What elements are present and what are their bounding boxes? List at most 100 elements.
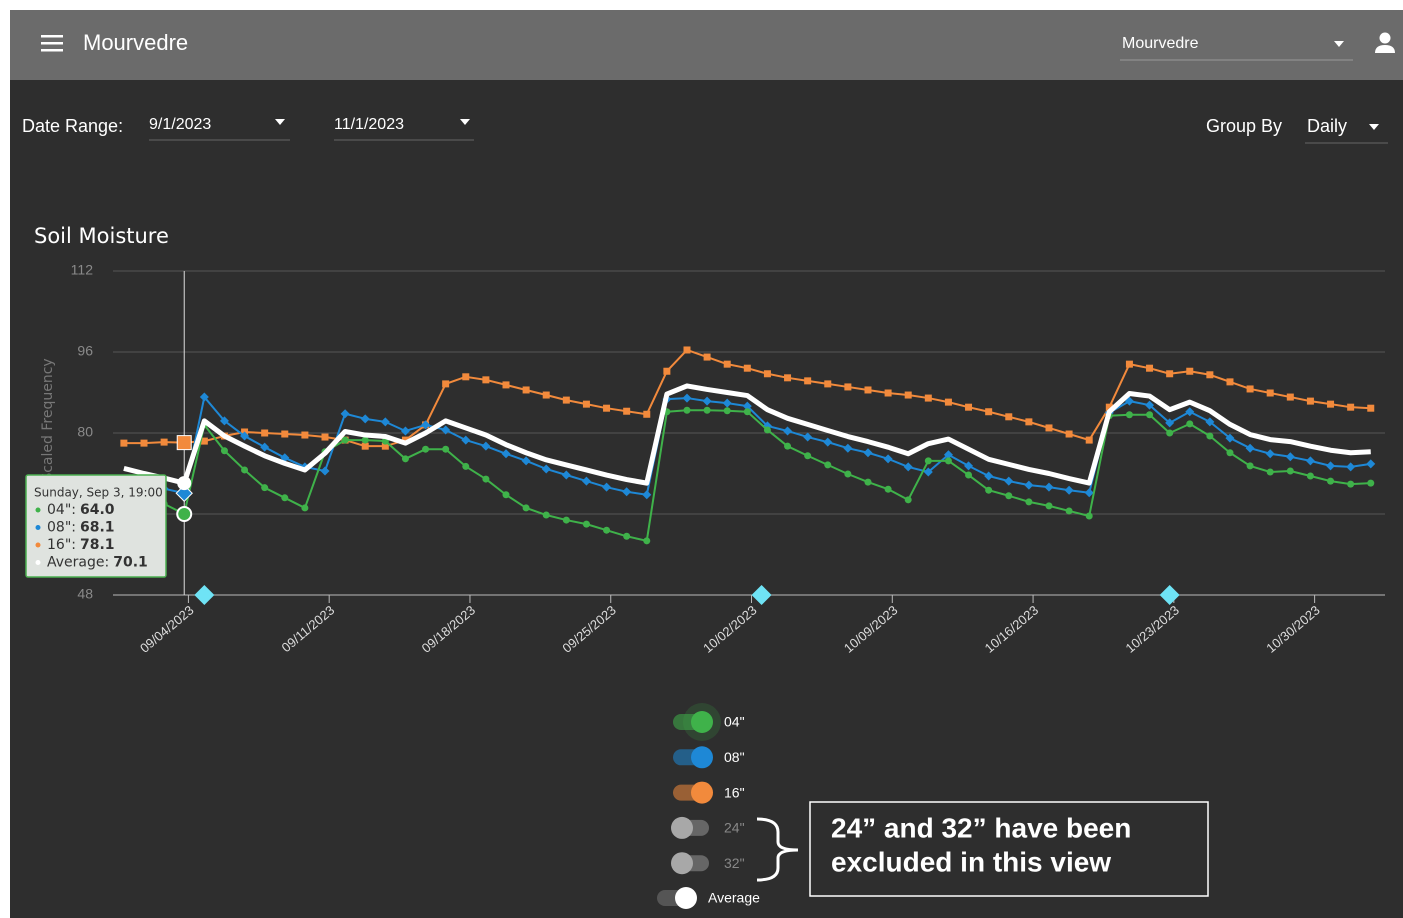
- tooltip-dot: [35, 542, 41, 548]
- menu-icon[interactable]: [41, 35, 63, 52]
- legend-toggle[interactable]: 16": [673, 781, 745, 804]
- toggle-knob: [691, 781, 713, 804]
- data-point: [804, 377, 812, 385]
- data-point: [1265, 449, 1275, 459]
- data-point: [844, 383, 852, 391]
- data-point: [603, 404, 611, 412]
- end-date-select[interactable]: 11/1/2023: [334, 116, 474, 141]
- legend-toggle[interactable]: 24": [671, 816, 745, 839]
- start-date: 9/1/2023: [149, 116, 211, 133]
- data-point: [442, 445, 450, 453]
- data-point: [1045, 424, 1053, 432]
- data-point: [581, 476, 591, 486]
- group-by-value: Daily: [1307, 116, 1347, 136]
- data-point: [1085, 436, 1093, 444]
- dropdown-arrow: [1369, 124, 1379, 130]
- legend-label: Average: [708, 890, 760, 906]
- data-point: [360, 414, 370, 424]
- data-point: [884, 389, 892, 397]
- data-point: [1366, 459, 1376, 469]
- menu-line: [41, 49, 63, 52]
- data-point: [582, 520, 590, 528]
- group-by-label: Group By: [1206, 116, 1282, 136]
- data-point: [1306, 472, 1314, 480]
- data-point: [864, 478, 872, 486]
- data-point: [622, 487, 632, 497]
- data-point: [281, 430, 289, 438]
- callout-box: [809, 801, 1209, 897]
- data-point: [562, 396, 570, 404]
- data-point: [542, 511, 550, 519]
- data-point: [120, 439, 128, 447]
- data-point: [175, 484, 193, 502]
- y-tick-label: 80: [77, 424, 93, 440]
- tooltip-label: 16":: [47, 537, 76, 553]
- data-point: [643, 537, 651, 545]
- legend-toggle[interactable]: 08": [673, 746, 745, 769]
- toggle-knob: [671, 816, 693, 839]
- event-marker[interactable]: [751, 585, 772, 605]
- legend-toggle[interactable]: 32": [671, 852, 745, 875]
- data-point: [1326, 461, 1336, 471]
- legend-label: 32": [724, 855, 745, 871]
- data-point: [763, 370, 771, 378]
- data-point: [422, 445, 430, 453]
- data-point: [1226, 449, 1234, 457]
- data-point: [642, 490, 652, 500]
- data-point: [160, 438, 168, 446]
- user-head: [1379, 32, 1391, 44]
- data-point: [602, 482, 612, 492]
- vineyard-select[interactable]: Mourvedre: [1120, 35, 1353, 61]
- data-point: [722, 398, 732, 408]
- data-point: [783, 426, 793, 436]
- data-point: [1206, 371, 1214, 379]
- toggle-knob: [675, 887, 697, 909]
- data-point: [763, 426, 771, 434]
- legend-toggle[interactable]: 04": [673, 703, 745, 741]
- vineyard-select-value: Mourvedre: [1122, 35, 1199, 52]
- data-point: [784, 374, 792, 382]
- data-point: [1246, 462, 1254, 470]
- data-point: [603, 526, 611, 534]
- toggle-knob: [671, 852, 693, 875]
- data-point: [400, 426, 410, 436]
- data-point: [1005, 413, 1013, 421]
- data-point: [522, 504, 530, 512]
- start-date-select[interactable]: 9/1/2023: [149, 116, 290, 141]
- data-point: [703, 406, 711, 414]
- data-point: [964, 461, 974, 471]
- data-point: [1266, 468, 1274, 476]
- data-point: [200, 437, 208, 445]
- data-point: [1186, 367, 1194, 375]
- data-point: [542, 391, 550, 399]
- data-point: [421, 420, 431, 430]
- tooltip-label: Average:: [47, 555, 109, 571]
- data-point: [824, 461, 832, 469]
- callout-line: excluded in this view: [831, 846, 1111, 877]
- user-icon[interactable]: [1375, 32, 1395, 54]
- legend-toggle[interactable]: Average: [657, 887, 760, 909]
- event-marker[interactable]: [1159, 585, 1180, 605]
- tooltip-dot: [35, 525, 41, 530]
- callout-line: 24” and 32” have been: [831, 812, 1131, 843]
- legend-label: 04": [724, 714, 745, 730]
- y-tick-label: 96: [77, 343, 93, 359]
- data-point: [1246, 385, 1254, 393]
- data-point: [1185, 407, 1195, 417]
- data-point: [803, 432, 813, 442]
- data-point: [501, 449, 511, 459]
- event-marker[interactable]: [194, 585, 215, 605]
- tooltip-value: 64.0: [80, 502, 115, 518]
- data-point: [784, 442, 792, 450]
- data-point: [219, 416, 229, 426]
- data-point: [1004, 476, 1014, 486]
- data-point: [944, 457, 952, 465]
- data-point: [623, 407, 631, 415]
- group-by-select[interactable]: Daily: [1305, 116, 1388, 144]
- data-point: [1084, 488, 1094, 498]
- data-point: [1206, 432, 1214, 440]
- data-point: [462, 462, 470, 470]
